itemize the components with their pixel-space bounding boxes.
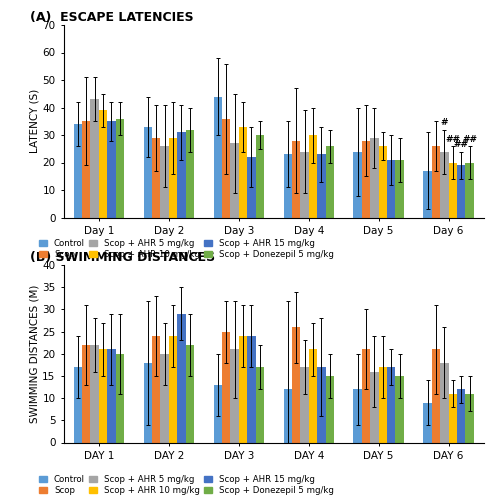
Bar <box>326 376 334 442</box>
Bar <box>354 389 362 442</box>
Bar <box>107 350 115 442</box>
Bar <box>99 350 107 442</box>
Bar <box>423 402 432 442</box>
Y-axis label: SWIMMING DISTANCES (M): SWIMMING DISTANCES (M) <box>29 284 39 423</box>
Bar <box>300 367 309 442</box>
Bar <box>457 389 465 442</box>
Bar <box>395 160 404 218</box>
Bar <box>90 345 99 442</box>
Bar <box>370 372 379 442</box>
Bar <box>169 336 177 442</box>
Bar <box>230 143 239 218</box>
Bar <box>362 350 370 442</box>
Bar <box>292 327 300 442</box>
Text: ##: ## <box>454 140 469 149</box>
Bar <box>379 146 387 218</box>
Bar <box>152 336 161 442</box>
Bar <box>161 146 169 218</box>
Bar <box>115 354 124 442</box>
Bar <box>186 345 194 442</box>
Bar <box>283 154 292 218</box>
Bar <box>247 336 255 442</box>
Bar <box>432 146 440 218</box>
Bar <box>143 126 152 218</box>
Bar <box>255 135 264 218</box>
Bar <box>283 389 292 442</box>
Bar <box>440 362 449 442</box>
Bar <box>177 314 186 442</box>
Bar <box>379 367 387 442</box>
Bar <box>440 152 449 218</box>
Bar <box>292 140 300 218</box>
Bar <box>309 135 317 218</box>
Bar <box>449 394 457 442</box>
Bar <box>161 354 169 442</box>
Bar <box>107 121 115 218</box>
Bar <box>90 99 99 218</box>
Bar <box>457 165 465 218</box>
Text: (A)  ESCAPE LATENCIES: (A) ESCAPE LATENCIES <box>30 11 194 24</box>
Legend: Control, Scop, Scop + AHR 5 mg/kg, Scop + AHR 10 mg/kg, Scop + AHR 15 mg/kg, Sco: Control, Scop, Scop + AHR 5 mg/kg, Scop … <box>39 475 333 495</box>
Bar <box>222 118 230 218</box>
Bar <box>177 132 186 218</box>
Bar <box>449 162 457 218</box>
Bar <box>115 118 124 218</box>
Legend: Control, Scop, Scop + AHR 5 mg/kg, Scop + AHR 10 mg/kg, Scop + AHR 15 mg/kg, Sco: Control, Scop, Scop + AHR 5 mg/kg, Scop … <box>39 239 333 259</box>
Bar <box>247 157 255 218</box>
Text: (B) SWIMMING DISTANCES: (B) SWIMMING DISTANCES <box>30 251 216 264</box>
Bar <box>239 126 247 218</box>
Bar <box>239 336 247 442</box>
Bar <box>354 152 362 218</box>
Bar <box>169 138 177 218</box>
Bar <box>465 394 474 442</box>
Bar <box>143 362 152 442</box>
Bar <box>395 376 404 442</box>
Bar <box>214 385 222 442</box>
Bar <box>309 350 317 442</box>
Bar <box>222 332 230 442</box>
Text: #: # <box>441 118 448 128</box>
Text: ##: ## <box>445 135 461 144</box>
Bar <box>317 367 326 442</box>
Bar <box>387 367 395 442</box>
Bar <box>255 367 264 442</box>
Bar <box>82 121 90 218</box>
Bar <box>300 152 309 218</box>
Bar <box>387 160 395 218</box>
Bar <box>317 154 326 218</box>
Bar <box>370 138 379 218</box>
Bar <box>423 171 432 218</box>
Bar <box>214 96 222 218</box>
Bar <box>432 350 440 442</box>
Bar <box>74 124 82 218</box>
Bar <box>362 140 370 218</box>
Bar <box>99 110 107 218</box>
Bar <box>230 350 239 442</box>
Bar <box>152 138 161 218</box>
Y-axis label: LATENCY (S): LATENCY (S) <box>29 89 40 154</box>
Bar <box>465 162 474 218</box>
Bar <box>326 146 334 218</box>
Text: ##: ## <box>462 135 477 144</box>
Bar <box>186 130 194 218</box>
Bar <box>74 367 82 442</box>
Bar <box>82 345 90 442</box>
